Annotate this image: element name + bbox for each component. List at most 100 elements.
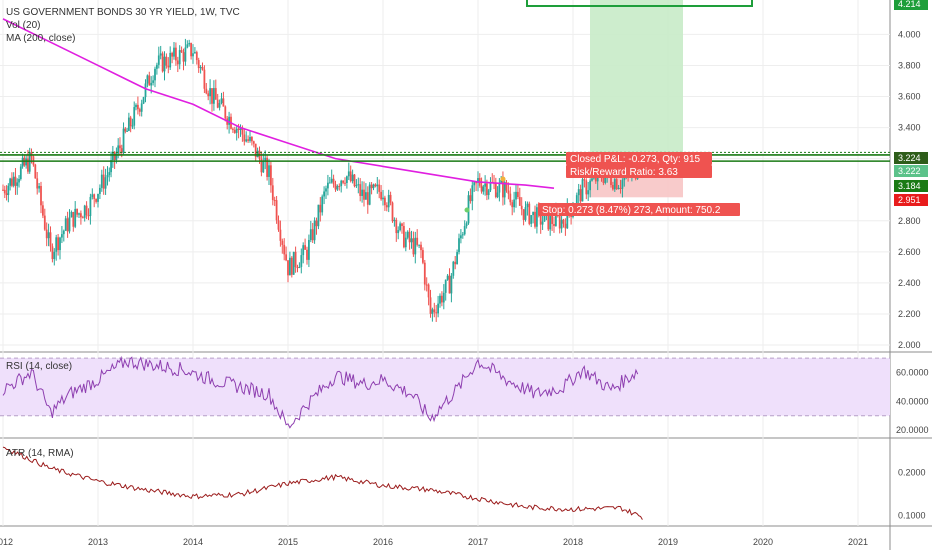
candle[interactable] xyxy=(484,175,487,196)
candle[interactable] xyxy=(353,173,356,188)
candle[interactable] xyxy=(102,166,105,195)
candle[interactable] xyxy=(361,181,363,203)
candle[interactable] xyxy=(346,175,348,189)
candle[interactable] xyxy=(452,260,455,279)
candle[interactable] xyxy=(3,185,6,199)
candle[interactable] xyxy=(251,136,253,146)
candle[interactable] xyxy=(536,203,538,234)
candle[interactable] xyxy=(617,184,620,190)
candle[interactable] xyxy=(489,177,492,193)
candle[interactable] xyxy=(342,180,344,185)
candle[interactable] xyxy=(111,145,114,168)
candle[interactable] xyxy=(503,178,506,205)
candle[interactable] xyxy=(74,201,77,229)
candle[interactable] xyxy=(298,262,301,269)
candle[interactable] xyxy=(475,181,477,192)
candle[interactable] xyxy=(78,212,80,218)
candle[interactable] xyxy=(313,217,316,244)
candle[interactable] xyxy=(454,256,457,270)
candle[interactable] xyxy=(61,226,63,244)
candle[interactable] xyxy=(389,191,392,206)
candle[interactable] xyxy=(522,209,525,226)
candle[interactable] xyxy=(156,62,158,75)
candle[interactable] xyxy=(232,127,234,133)
candle[interactable] xyxy=(349,165,352,183)
candle[interactable] xyxy=(357,177,360,194)
candle[interactable] xyxy=(448,268,451,294)
candle[interactable] xyxy=(471,180,474,211)
candle[interactable] xyxy=(245,131,248,143)
candle[interactable] xyxy=(460,229,462,244)
candle[interactable] xyxy=(410,230,413,249)
candle[interactable] xyxy=(163,51,166,81)
atr-line[interactable] xyxy=(2,446,643,520)
candle[interactable] xyxy=(363,181,365,207)
candle[interactable] xyxy=(496,186,499,199)
candle[interactable] xyxy=(186,40,189,49)
candle[interactable] xyxy=(40,181,42,214)
candle[interactable] xyxy=(395,217,398,242)
candle[interactable] xyxy=(81,215,84,219)
candle[interactable] xyxy=(14,167,17,195)
candle[interactable] xyxy=(498,178,501,202)
candle[interactable] xyxy=(180,46,183,54)
candle[interactable] xyxy=(323,186,325,205)
candle[interactable] xyxy=(334,180,337,192)
candle[interactable] xyxy=(169,46,172,71)
target-box[interactable] xyxy=(526,0,753,7)
candle[interactable] xyxy=(621,178,624,198)
candle[interactable] xyxy=(418,244,420,249)
candle[interactable] xyxy=(300,248,303,274)
candle[interactable] xyxy=(321,194,324,216)
candle[interactable] xyxy=(528,201,531,226)
candle[interactable] xyxy=(243,128,246,146)
candle[interactable] xyxy=(55,234,58,261)
candle[interactable] xyxy=(80,210,82,225)
candle[interactable] xyxy=(126,127,128,132)
candle[interactable] xyxy=(355,179,358,188)
candle[interactable] xyxy=(473,181,476,192)
price-badge[interactable]: 3.184 xyxy=(894,180,928,192)
candle[interactable] xyxy=(281,238,284,254)
candle[interactable] xyxy=(224,105,227,122)
candle[interactable] xyxy=(51,243,54,263)
candle[interactable] xyxy=(176,56,179,73)
candle[interactable] xyxy=(199,65,202,74)
candle[interactable] xyxy=(93,193,96,208)
candle[interactable] xyxy=(391,201,394,223)
stop-label[interactable]: Stop: 0.273 (8.47%) 273, Amount: 750.2 xyxy=(538,203,740,216)
candle[interactable] xyxy=(309,220,312,243)
candle[interactable] xyxy=(165,53,168,69)
candle[interactable] xyxy=(2,184,4,191)
candle[interactable] xyxy=(518,187,521,206)
candle[interactable] xyxy=(507,182,510,200)
candle[interactable] xyxy=(25,155,28,169)
candle[interactable] xyxy=(406,230,409,240)
candle[interactable] xyxy=(399,221,401,232)
candle[interactable] xyxy=(195,50,198,65)
candle[interactable] xyxy=(414,231,417,264)
candle[interactable] xyxy=(182,48,185,71)
candle[interactable] xyxy=(380,185,382,201)
candle[interactable] xyxy=(97,193,99,208)
candle[interactable] xyxy=(289,251,291,276)
candle[interactable] xyxy=(167,57,170,74)
candle[interactable] xyxy=(152,75,154,86)
candle[interactable] xyxy=(387,189,390,213)
candle[interactable] xyxy=(304,238,306,250)
candle[interactable] xyxy=(530,215,533,228)
candle[interactable] xyxy=(385,202,388,212)
candle[interactable] xyxy=(124,126,127,134)
candle[interactable] xyxy=(290,256,293,278)
candle[interactable] xyxy=(19,163,22,181)
candle[interactable] xyxy=(16,178,19,195)
candle[interactable] xyxy=(273,196,276,207)
candle[interactable] xyxy=(11,172,13,188)
candle[interactable] xyxy=(68,209,71,234)
candle[interactable] xyxy=(450,273,453,303)
candle[interactable] xyxy=(99,184,101,199)
candle[interactable] xyxy=(319,197,322,222)
candle[interactable] xyxy=(401,222,403,234)
ma-indicator-label[interactable]: MA (200, close) xyxy=(6,33,76,44)
candle[interactable] xyxy=(211,88,213,112)
